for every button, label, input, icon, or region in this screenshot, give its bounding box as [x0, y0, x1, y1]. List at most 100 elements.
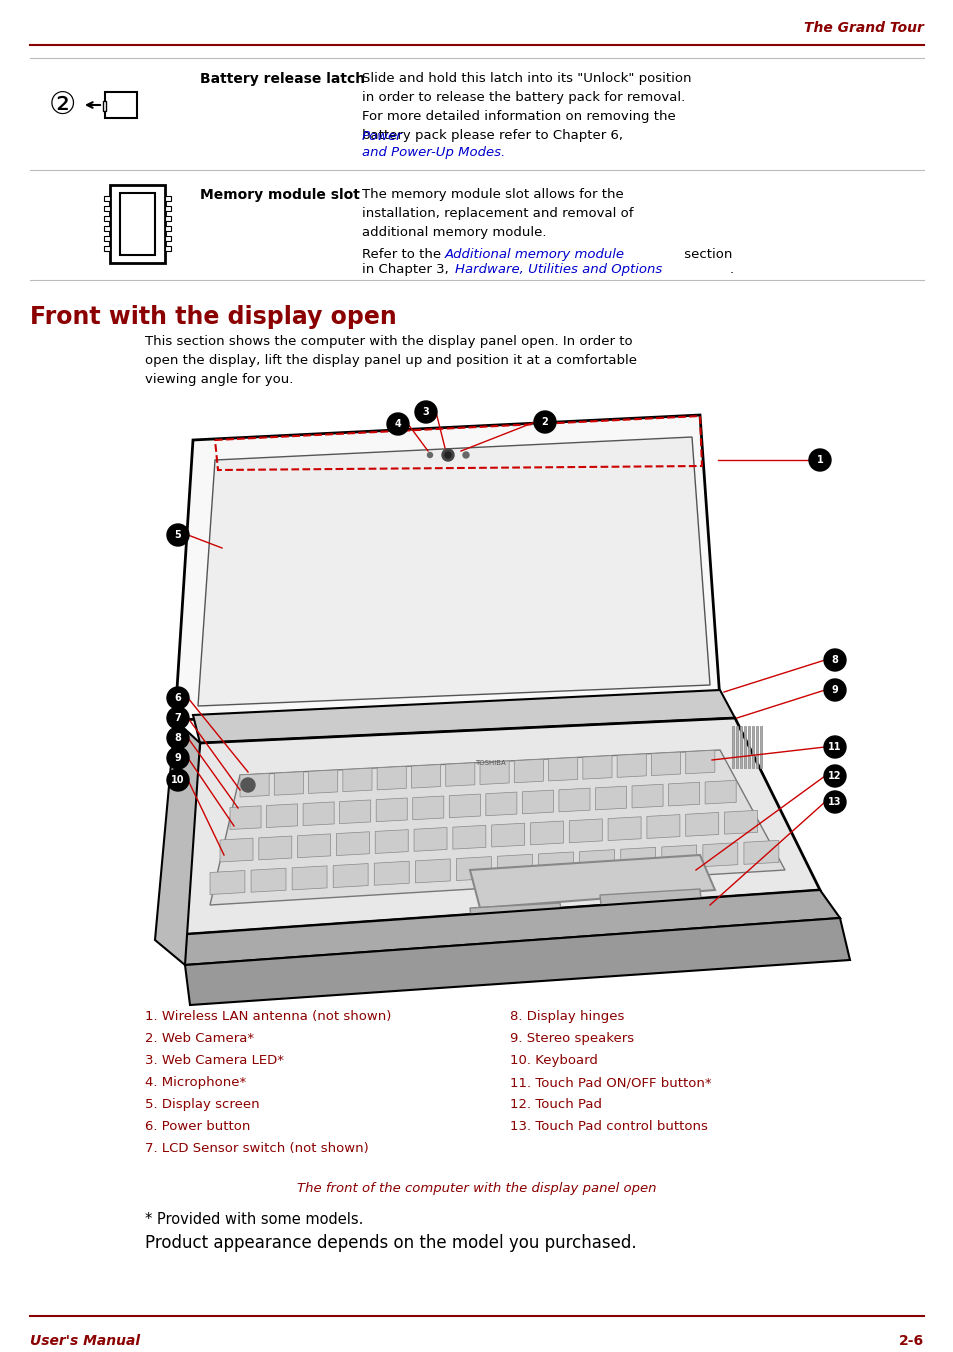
Polygon shape	[548, 757, 578, 781]
Polygon shape	[453, 825, 485, 849]
Circle shape	[415, 402, 436, 423]
Polygon shape	[747, 726, 749, 768]
Text: 9: 9	[831, 685, 838, 695]
Polygon shape	[558, 788, 589, 811]
Polygon shape	[735, 726, 738, 768]
Polygon shape	[308, 769, 337, 794]
Text: TOSHIBA: TOSHIBA	[475, 760, 505, 767]
Polygon shape	[740, 726, 741, 768]
Polygon shape	[668, 783, 699, 806]
Polygon shape	[342, 768, 372, 792]
Polygon shape	[415, 859, 450, 883]
Polygon shape	[617, 754, 645, 777]
Bar	[105, 92, 137, 118]
Polygon shape	[374, 861, 409, 886]
Text: Battery release latch: Battery release latch	[200, 72, 365, 87]
Text: in Chapter 3,: in Chapter 3,	[361, 264, 453, 276]
Text: 11. Touch Pad ON/OFF button*: 11. Touch Pad ON/OFF button*	[510, 1076, 711, 1088]
Polygon shape	[743, 841, 778, 864]
Polygon shape	[743, 726, 745, 768]
Polygon shape	[413, 796, 443, 819]
Polygon shape	[470, 903, 562, 927]
Polygon shape	[661, 845, 696, 869]
Polygon shape	[266, 804, 297, 827]
Polygon shape	[702, 842, 737, 867]
Text: and Power-Up Modes.: and Power-Up Modes.	[361, 146, 505, 160]
Text: User's Manual: User's Manual	[30, 1334, 140, 1348]
Polygon shape	[292, 865, 327, 890]
Polygon shape	[751, 726, 753, 768]
Bar	[165, 196, 171, 201]
Circle shape	[534, 411, 556, 433]
Circle shape	[167, 748, 189, 769]
Circle shape	[444, 452, 451, 458]
Text: 4. Microphone*: 4. Microphone*	[145, 1076, 246, 1088]
Polygon shape	[582, 756, 612, 779]
Circle shape	[167, 687, 189, 708]
Polygon shape	[685, 750, 714, 773]
Circle shape	[167, 727, 189, 749]
Polygon shape	[579, 849, 614, 873]
Circle shape	[441, 449, 454, 461]
Polygon shape	[731, 726, 733, 768]
Polygon shape	[704, 780, 736, 804]
Circle shape	[167, 769, 189, 791]
Bar	[104, 226, 110, 231]
Bar	[165, 226, 171, 231]
Polygon shape	[193, 690, 734, 744]
Text: section: section	[679, 247, 732, 261]
Circle shape	[823, 649, 845, 671]
Text: 9: 9	[174, 753, 181, 763]
Text: 6: 6	[174, 694, 181, 703]
Text: Refer to the: Refer to the	[361, 247, 445, 261]
Text: 13. Touch Pad control buttons: 13. Touch Pad control buttons	[510, 1119, 707, 1133]
Polygon shape	[240, 773, 269, 796]
Polygon shape	[376, 767, 406, 790]
Polygon shape	[538, 852, 573, 876]
Text: 2: 2	[541, 416, 548, 427]
Polygon shape	[274, 772, 303, 795]
Polygon shape	[154, 721, 200, 965]
Polygon shape	[631, 784, 662, 808]
Polygon shape	[530, 821, 563, 845]
Circle shape	[427, 453, 432, 457]
Polygon shape	[210, 750, 784, 904]
Polygon shape	[646, 815, 679, 838]
Text: 3: 3	[422, 407, 429, 416]
Text: 5. Display screen: 5. Display screen	[145, 1098, 259, 1111]
Text: ②: ②	[49, 91, 75, 119]
Circle shape	[241, 777, 254, 792]
Text: 13: 13	[827, 796, 841, 807]
Polygon shape	[491, 823, 524, 846]
Polygon shape	[449, 794, 480, 818]
Bar	[104, 196, 110, 201]
Circle shape	[823, 765, 845, 787]
Text: 3. Web Camera LED*: 3. Web Camera LED*	[145, 1055, 284, 1067]
Text: This section shows the computer with the display panel open. In order to
open th: This section shows the computer with the…	[145, 335, 637, 387]
Polygon shape	[174, 890, 840, 965]
Text: 2. Web Camera*: 2. Web Camera*	[145, 1032, 253, 1045]
Polygon shape	[760, 726, 761, 768]
Polygon shape	[220, 838, 253, 863]
Polygon shape	[230, 806, 261, 830]
Text: * Provided with some models.: * Provided with some models.	[145, 1211, 363, 1228]
Bar	[103, 101, 106, 111]
Circle shape	[823, 679, 845, 700]
Text: Product appearance depends on the model you purchased.: Product appearance depends on the model …	[145, 1234, 636, 1252]
Circle shape	[823, 735, 845, 758]
Text: 7. LCD Sensor switch (not shown): 7. LCD Sensor switch (not shown)	[145, 1142, 369, 1155]
Bar	[120, 193, 154, 256]
Text: 12: 12	[827, 771, 841, 781]
Polygon shape	[456, 857, 491, 880]
Polygon shape	[470, 854, 714, 909]
Polygon shape	[174, 718, 820, 936]
Bar	[165, 237, 171, 241]
Polygon shape	[375, 830, 408, 853]
Circle shape	[823, 791, 845, 813]
Polygon shape	[297, 834, 331, 857]
Polygon shape	[620, 848, 655, 871]
Polygon shape	[198, 437, 709, 706]
Polygon shape	[755, 726, 758, 768]
Bar	[165, 246, 171, 251]
Text: 9. Stereo speakers: 9. Stereo speakers	[510, 1032, 634, 1045]
